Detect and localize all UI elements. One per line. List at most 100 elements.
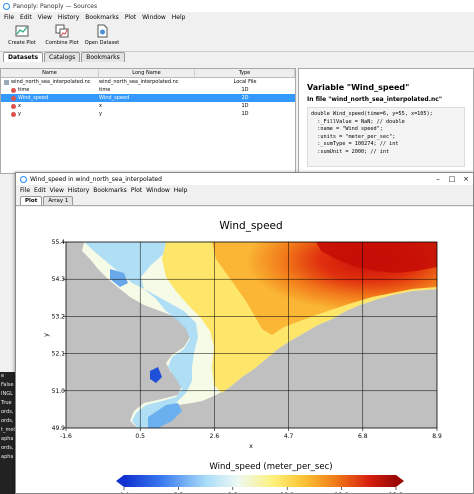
colorbar xyxy=(124,475,396,487)
strip-text: apha xyxy=(1,454,14,460)
x-tick-label: 6.8 xyxy=(358,433,368,440)
menu-help[interactable]: Help xyxy=(171,13,186,21)
plot-titlebar: Wind_speed in wind_north_sea_interpolate… xyxy=(16,173,473,185)
variable-icon xyxy=(11,111,16,117)
tab-plot[interactable]: Plot xyxy=(20,196,43,205)
tree-row-y[interactable]: y y 1D xyxy=(1,110,295,118)
dataset-tree: Name Long Name Type wind_north_sea_inter… xyxy=(0,68,296,174)
plot-menubar: File Edit View History Bookmarks Plot Wi… xyxy=(16,185,473,195)
y-tick-label: 55.4 xyxy=(52,239,66,246)
main-menubar: File Edit View History Bookmarks Plot Wi… xyxy=(0,12,474,22)
row-type: 1D xyxy=(241,87,249,93)
row-name: Wind_speed xyxy=(18,95,49,101)
x-axis-label: x xyxy=(249,442,253,450)
colorbar-tick-label: 13.9 xyxy=(389,491,403,493)
plot-window: Wind_speed in wind_north_sea_interpolate… xyxy=(15,172,474,494)
colorbar-tick-label: 6.3 xyxy=(173,491,183,493)
menu-history[interactable]: History xyxy=(57,13,80,21)
plot-menu-history[interactable]: History xyxy=(67,186,90,194)
row-name: y xyxy=(18,111,21,117)
colorbar-max-arrow xyxy=(396,475,404,487)
row-name: x xyxy=(18,103,21,109)
menu-view[interactable]: View xyxy=(37,13,52,21)
tab-datasets[interactable]: Datasets xyxy=(3,52,44,62)
variable-metadata: double Wind_speed(time=6, y=55, x=105); … xyxy=(307,107,465,167)
x-tick-label: 4.7 xyxy=(284,433,294,440)
y-axis-ticks: 49.9 51.0 52.1 53.2 54.3 55.4 xyxy=(52,239,66,432)
strip-text: apha xyxy=(1,436,14,442)
menu-edit[interactable]: Edit xyxy=(20,13,32,21)
y-tick-label: 52.1 xyxy=(52,351,66,358)
open-dataset-icon xyxy=(97,24,108,38)
main-tabs: Datasets Catalogs Bookmarks xyxy=(0,52,474,62)
chart-title: Wind_speed xyxy=(219,220,282,232)
minimize-icon[interactable]: – xyxy=(436,175,440,183)
row-type: 2D xyxy=(241,95,249,101)
tree-row-x[interactable]: x x 1D xyxy=(1,102,295,110)
close-icon[interactable]: × xyxy=(463,175,469,183)
create-plot-icon xyxy=(15,25,29,37)
combine-plot-icon xyxy=(55,24,69,38)
header-name[interactable]: Name xyxy=(1,69,99,77)
colorbar-tick-label: 12.0 xyxy=(334,491,348,493)
create-plot-label: Create Plot xyxy=(8,40,36,46)
create-plot-button[interactable]: Create Plot xyxy=(4,24,40,46)
variable-file: In file "wind_north_sea_interpolated.nc" xyxy=(307,96,442,103)
tab-catalogs[interactable]: Catalogs xyxy=(44,52,81,62)
colorbar-min-arrow xyxy=(116,475,124,487)
colorbar-tick-label: 10.1 xyxy=(280,491,294,493)
y-tick-label: 49.9 xyxy=(52,425,66,432)
tree-row-file[interactable]: wind_north_sea_interpolated.nc wind_nort… xyxy=(1,78,295,86)
strip-text: e xyxy=(1,373,5,379)
panoply-icon xyxy=(20,175,27,183)
colorbar-tick-label: 8.2 xyxy=(228,491,238,493)
menu-file[interactable]: File xyxy=(4,13,15,21)
plot-menu-file[interactable]: File xyxy=(20,186,31,194)
header-type[interactable]: Type xyxy=(195,69,295,77)
wind-field-max xyxy=(316,242,437,273)
main-toolbar: Create Plot Combine Plot Open Dataset xyxy=(0,22,474,52)
plot-menu-window[interactable]: Window xyxy=(146,186,170,194)
row-type: 1D xyxy=(241,111,249,117)
x-tick-label: 2.6 xyxy=(210,433,220,440)
plot-menu-plot[interactable]: Plot xyxy=(130,186,143,194)
colorbar-ticks: 4.4 6.3 8.2 10.1 12.0 13.9 xyxy=(119,487,403,494)
open-dataset-label: Open Dataset xyxy=(84,40,120,46)
row-type: 1D xyxy=(241,103,249,109)
variable-icon xyxy=(11,95,16,101)
plot-window-title: Wind_speed in wind_north_sea_interpolate… xyxy=(30,175,162,183)
strip-text: ords, pi xyxy=(1,418,15,424)
header-long-name[interactable]: Long Name xyxy=(99,69,195,77)
strip-text: ords, pi xyxy=(1,409,15,415)
tab-array-1[interactable]: Array 1 xyxy=(43,196,74,205)
row-type: Local File xyxy=(233,79,257,85)
menu-bookmarks[interactable]: Bookmarks xyxy=(85,13,119,21)
plot-menu-bookmarks[interactable]: Bookmarks xyxy=(93,186,127,194)
menu-plot[interactable]: Plot xyxy=(124,13,137,21)
variable-icon xyxy=(11,103,16,109)
tab-bookmarks[interactable]: Bookmarks xyxy=(81,52,125,62)
tree-row-time[interactable]: time time 1D xyxy=(1,86,295,94)
x-tick-label: 8.9 xyxy=(432,433,442,440)
plot-menu-view[interactable]: View xyxy=(49,186,64,194)
menu-window[interactable]: Window xyxy=(142,13,166,21)
row-long-name: time xyxy=(99,87,111,93)
tree-row-wind-speed[interactable]: Wind_speed Wind_speed 2D xyxy=(1,94,295,102)
plot-menu-edit[interactable]: Edit xyxy=(34,186,46,194)
row-name: wind_north_sea_interpolated.nc xyxy=(11,79,91,85)
maximize-icon[interactable]: □ xyxy=(448,175,456,183)
y-tick-label: 54.3 xyxy=(52,276,66,283)
open-dataset-button[interactable]: Open Dataset xyxy=(84,24,120,46)
strip-text: t_mete xyxy=(1,427,15,433)
wind-field-low-north xyxy=(110,269,128,287)
row-long-name: Wind_speed xyxy=(99,95,130,101)
variable-title: Variable "Wind_speed" xyxy=(307,83,410,92)
strip-text: INGL xyxy=(1,391,13,397)
wind-speed-chart[interactable]: Wind_speed -1.6 0.5 2.6 4.7 6.8 8.9 xyxy=(16,207,473,494)
plot-menu-help[interactable]: Help xyxy=(173,186,188,194)
plot-tabs: Plot Array 1 xyxy=(16,195,473,206)
combine-plot-button[interactable]: Combine Plot xyxy=(44,24,80,46)
main-window-title: Panoply: Panoply — Sources xyxy=(13,2,98,10)
plot-area[interactable]: Wind_speed -1.6 0.5 2.6 4.7 6.8 8.9 xyxy=(16,207,473,494)
wind-field-low-south xyxy=(148,403,182,428)
